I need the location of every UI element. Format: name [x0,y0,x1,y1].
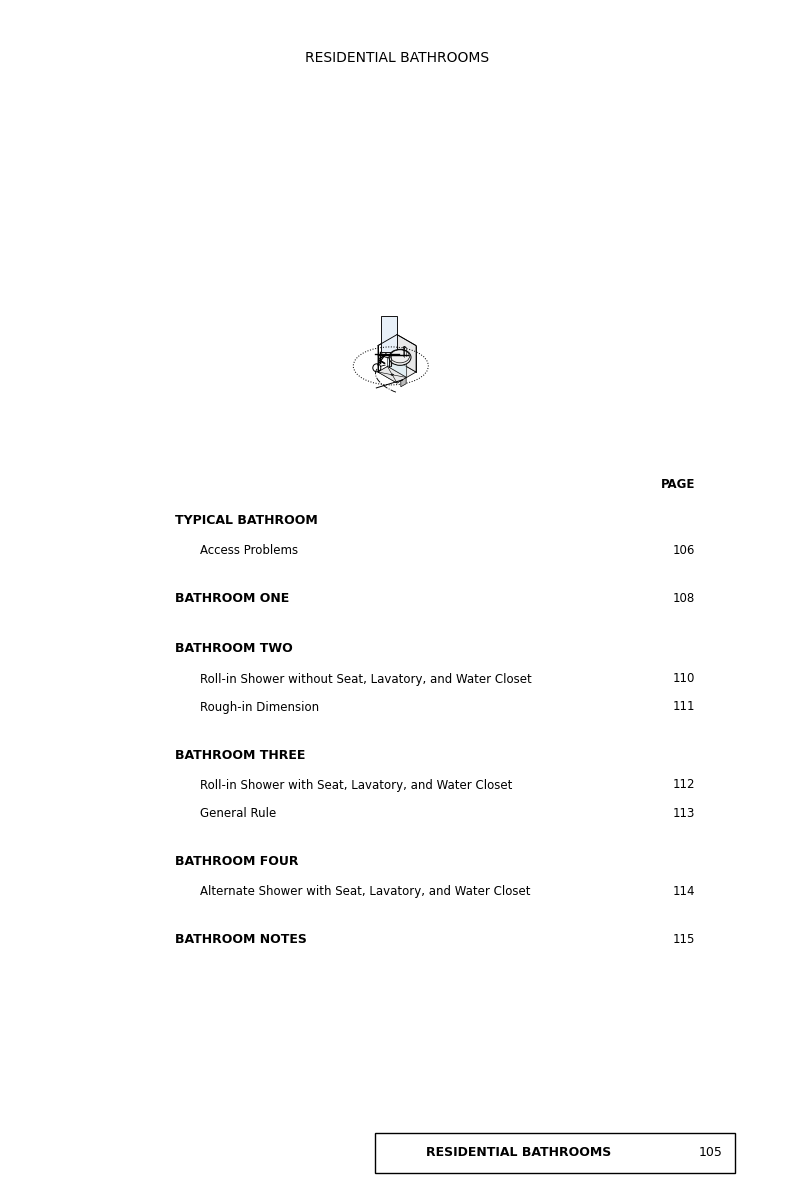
Text: PAGE: PAGE [661,478,695,492]
Text: 112: 112 [673,779,695,791]
Polygon shape [397,334,416,372]
Text: BATHROOM ONE: BATHROOM ONE [175,593,289,606]
Text: BATHROOM TWO: BATHROOM TWO [175,643,293,655]
FancyBboxPatch shape [375,1133,735,1173]
Polygon shape [403,356,406,357]
Polygon shape [401,378,406,387]
Text: 105: 105 [699,1146,723,1160]
Ellipse shape [382,350,398,358]
Polygon shape [390,354,392,367]
Polygon shape [403,346,406,348]
Text: Rough-in Dimension: Rough-in Dimension [200,700,319,713]
Text: Access Problems: Access Problems [200,544,298,557]
Text: 115: 115 [673,933,695,946]
Polygon shape [378,361,416,383]
Text: 106: 106 [673,544,695,557]
Text: 110: 110 [673,673,695,686]
Ellipse shape [389,350,411,365]
Text: 114: 114 [673,884,695,897]
Text: 111: 111 [673,700,695,713]
Text: Roll-in Shower with Seat, Lavatory, and Water Closet: Roll-in Shower with Seat, Lavatory, and … [200,779,512,791]
Text: TYPICAL BATHROOM: TYPICAL BATHROOM [175,514,318,527]
Text: RESIDENTIAL BATHROOMS: RESIDENTIAL BATHROOMS [305,51,489,64]
Text: BATHROOM NOTES: BATHROOM NOTES [175,933,307,946]
Bar [381,316,397,352]
Text: Roll-in Shower without Seat, Lavatory, and Water Closet: Roll-in Shower without Seat, Lavatory, a… [200,673,532,686]
Text: 113: 113 [673,806,695,820]
Text: BATHROOM FOUR: BATHROOM FOUR [175,854,298,867]
Text: Alternate Shower with Seat, Lavatory, and Water Closet: Alternate Shower with Seat, Lavatory, an… [200,884,530,897]
Polygon shape [390,373,394,376]
Text: General Rule: General Rule [200,806,276,820]
Text: 108: 108 [673,593,695,606]
Polygon shape [388,353,392,356]
Text: RESIDENTIAL BATHROOMS: RESIDENTIAL BATHROOMS [426,1146,611,1160]
Polygon shape [378,334,397,372]
Polygon shape [378,366,406,383]
Text: BATHROOM THREE: BATHROOM THREE [175,748,305,761]
Polygon shape [387,345,406,377]
